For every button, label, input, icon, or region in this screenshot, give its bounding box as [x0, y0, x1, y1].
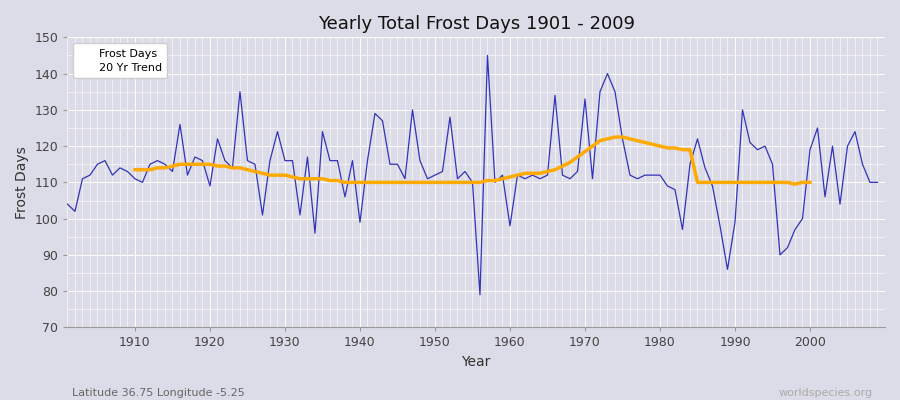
- Line: 20 Yr Trend: 20 Yr Trend: [135, 137, 810, 184]
- 20 Yr Trend: [805, 180, 815, 185]
- Frost Days: [519, 176, 530, 181]
- 20 Yr Trend: [130, 167, 140, 172]
- 20 Yr Trend: [212, 164, 223, 168]
- 20 Yr Trend: [797, 180, 808, 185]
- Frost Days: [287, 158, 298, 163]
- Text: Latitude 36.75 Longitude -5.25: Latitude 36.75 Longitude -5.25: [72, 388, 245, 398]
- Frost Days: [62, 202, 73, 206]
- Y-axis label: Frost Days: Frost Days: [15, 146, 29, 219]
- Line: Frost Days: Frost Days: [68, 56, 878, 295]
- Frost Days: [482, 53, 493, 58]
- 20 Yr Trend: [519, 171, 530, 176]
- 20 Yr Trend: [302, 176, 313, 181]
- 20 Yr Trend: [287, 174, 298, 179]
- 20 Yr Trend: [789, 182, 800, 186]
- 20 Yr Trend: [609, 135, 620, 140]
- Frost Days: [474, 292, 485, 297]
- 20 Yr Trend: [707, 180, 718, 185]
- Frost Days: [122, 169, 133, 174]
- Frost Days: [872, 180, 883, 185]
- Title: Yearly Total Frost Days 1901 - 2009: Yearly Total Frost Days 1901 - 2009: [318, 15, 634, 33]
- Legend: Frost Days, 20 Yr Trend: Frost Days, 20 Yr Trend: [73, 43, 167, 78]
- X-axis label: Year: Year: [462, 355, 490, 369]
- Frost Days: [609, 89, 620, 94]
- Frost Days: [512, 173, 523, 178]
- Text: worldspecies.org: worldspecies.org: [778, 388, 873, 398]
- Frost Days: [332, 158, 343, 163]
